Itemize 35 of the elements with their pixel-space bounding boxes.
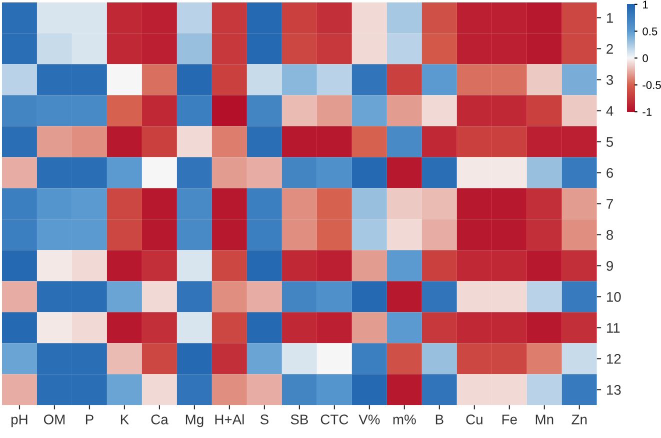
x-tick-label: pH — [12, 414, 28, 428]
x-tick-label: OM — [44, 414, 65, 424]
x-tick-label: S — [260, 414, 268, 424]
y-tick-label: 1 — [606, 13, 613, 23]
color-bar-label: 0 — [642, 54, 648, 62]
y-tick-label: 12 — [606, 354, 621, 364]
x-tick-label: SB — [290, 414, 308, 424]
x-tick-label: V% — [358, 414, 380, 424]
x-tick-label: B — [436, 414, 444, 424]
y-tick-label: 5 — [606, 137, 614, 147]
x-tick-label: Mg — [186, 414, 204, 428]
y-tick-label: 6 — [606, 168, 614, 178]
y-tick-label: 7 — [606, 199, 613, 209]
x-tick-label: Cu — [466, 414, 482, 424]
y-tick-label: 13 — [606, 384, 621, 395]
y-tick-label: 2 — [606, 44, 613, 54]
x-tick-label: Fe — [502, 414, 517, 424]
x-tick-label: m% — [393, 414, 416, 424]
x-tick-label: Ca — [151, 414, 168, 424]
x-tick-label: P — [86, 414, 94, 424]
y-tick-label: 4 — [606, 106, 614, 116]
x-tick-label: K — [120, 414, 129, 424]
x-tick-label: Zn — [572, 414, 587, 424]
y-tick-label: 10 — [606, 292, 621, 302]
color-bar-label: 1 — [643, 0, 648, 8]
y-tick-label: 11 — [606, 323, 620, 333]
x-tick-label: Mn — [536, 414, 554, 424]
color-bar-label: -1 — [642, 108, 652, 116]
color-bar-label: -0.5 — [642, 81, 661, 89]
y-tick-label: 9 — [606, 261, 613, 271]
y-tick-label: 8 — [606, 230, 614, 240]
x-tick-label: H+Al — [215, 414, 244, 424]
y-tick-label: 3 — [606, 75, 614, 85]
x-tick-label: CTC — [320, 414, 348, 424]
color-bar-label: 0.5 — [642, 27, 658, 36]
